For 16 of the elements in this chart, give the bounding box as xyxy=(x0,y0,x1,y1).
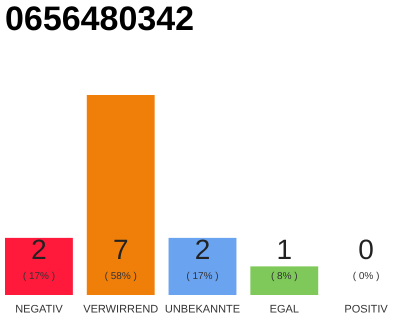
x-tick-label: VERWIRREND xyxy=(83,304,158,316)
data-label: 2 xyxy=(194,234,210,265)
data-label: 2 xyxy=(31,234,47,265)
annotation: ( 0% ) xyxy=(352,271,380,282)
data-label: 1 xyxy=(276,234,292,265)
data-label: 0 xyxy=(358,234,374,265)
annotation: ( 8% ) xyxy=(270,271,298,282)
x-tick-label: POSITIV xyxy=(344,304,388,316)
annotation: ( 17% ) xyxy=(186,271,219,282)
x-tick-label: UNBEKANNTE xyxy=(164,304,240,316)
annotation: ( 58% ) xyxy=(104,271,137,282)
x-tick-label: NEGATIV xyxy=(15,304,64,316)
annotation: ( 17% ) xyxy=(22,271,56,282)
x-tick-label: EGAL xyxy=(270,304,299,316)
chart-title: 0656480342 xyxy=(5,0,194,38)
data-label: 7 xyxy=(112,234,129,265)
